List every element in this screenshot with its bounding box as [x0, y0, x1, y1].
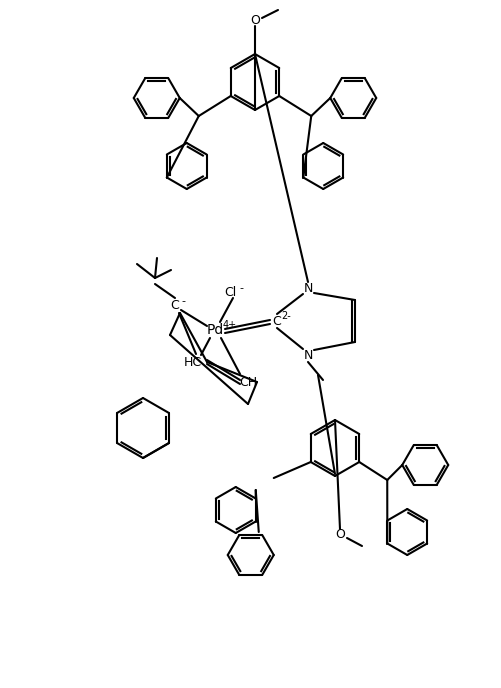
Text: Pd: Pd [206, 323, 223, 337]
Text: C: C [171, 299, 179, 312]
Text: 4+: 4+ [223, 320, 237, 330]
Text: Cl: Cl [224, 286, 236, 299]
Text: O: O [250, 14, 260, 27]
Text: CH: CH [239, 376, 257, 389]
Text: -: - [181, 296, 185, 306]
Text: O: O [335, 528, 345, 541]
Text: C: C [273, 314, 282, 327]
Text: HC: HC [184, 356, 202, 369]
Text: N: N [303, 281, 313, 294]
Text: 2-: 2- [281, 311, 291, 321]
Text: N: N [303, 349, 313, 361]
Text: -: - [239, 283, 243, 293]
